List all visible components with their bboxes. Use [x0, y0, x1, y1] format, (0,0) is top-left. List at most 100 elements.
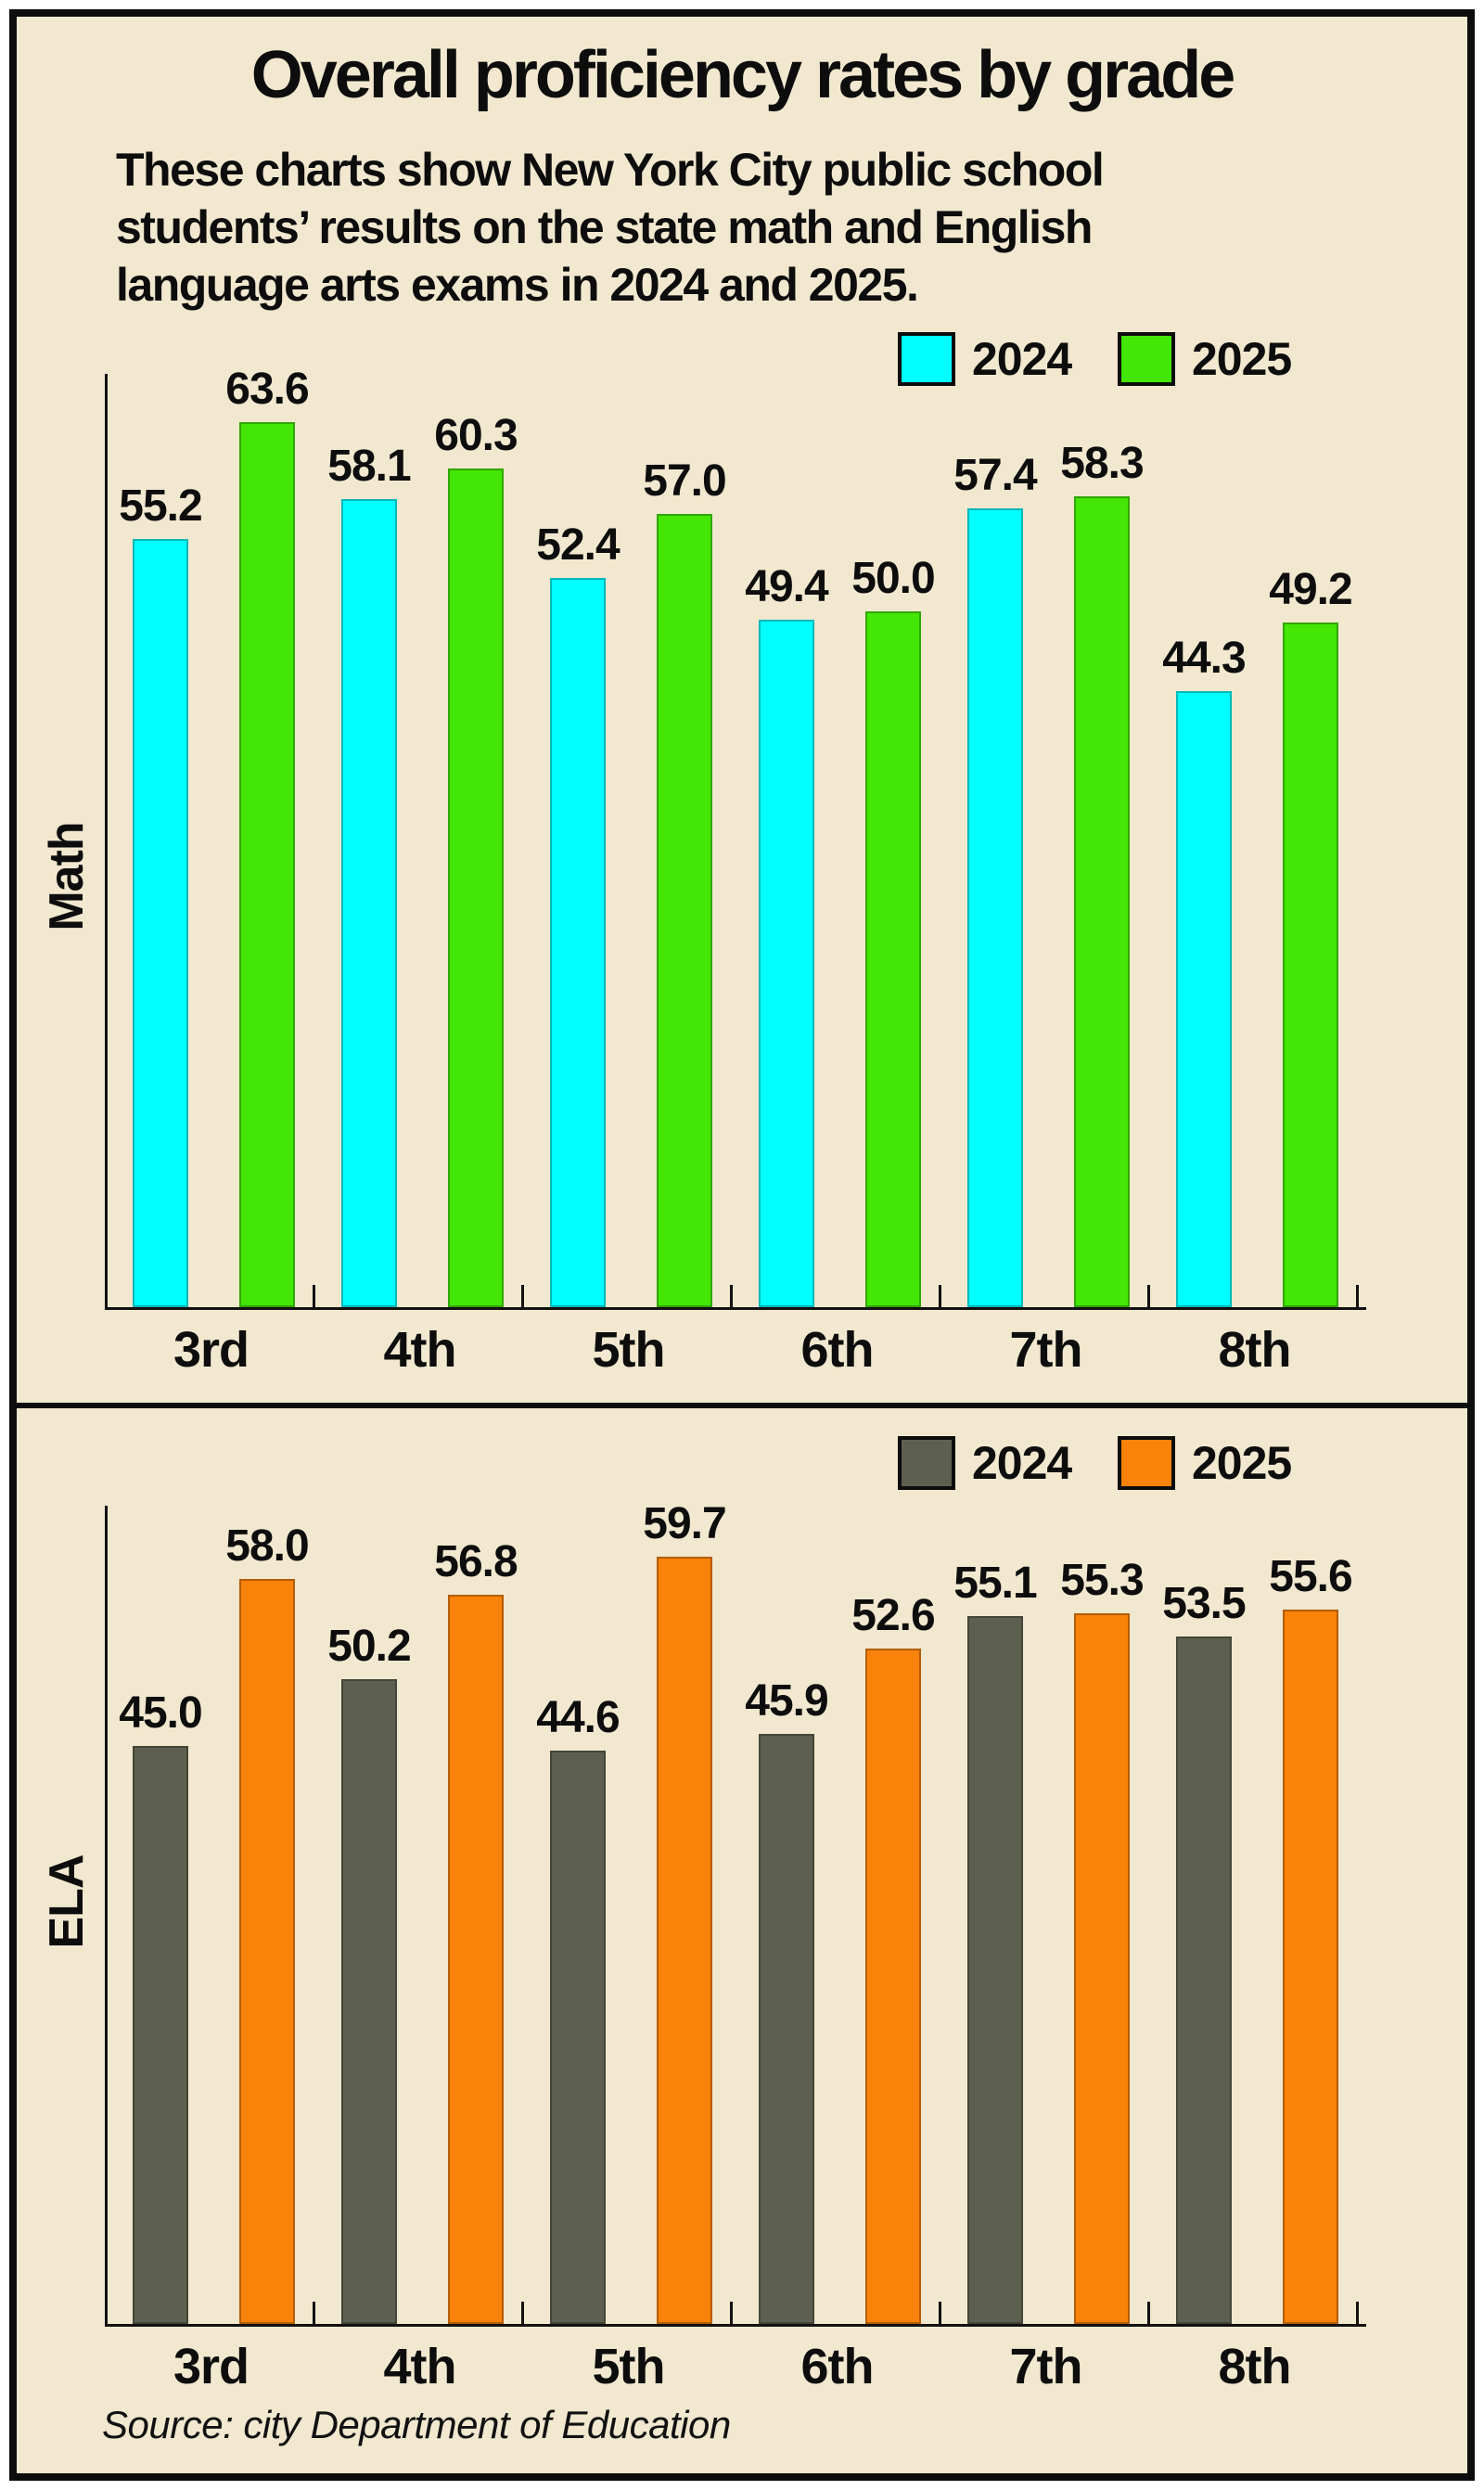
legend-item-2025: 2025: [1118, 1436, 1292, 1490]
x-category-label: 6th: [800, 2339, 875, 2394]
legend-swatch-2025: [1118, 1436, 1175, 1490]
legend-swatch-2025: [1118, 332, 1175, 386]
math-axis-label: Math: [40, 822, 94, 931]
bar-math-8th-2025: 49.2: [1269, 565, 1353, 1307]
x-category-label: 3rd: [173, 1322, 249, 1378]
bar-fill: [1074, 495, 1130, 1307]
bar-fill: [550, 1751, 606, 2324]
x-category-label: 5th: [592, 1322, 666, 1378]
subtitle-line: students’ results on the state math and …: [116, 201, 1093, 253]
bar-fill: [448, 1594, 504, 2324]
bar-value-label: 50.2: [327, 1621, 411, 1671]
x-category-label: 6th: [800, 1322, 875, 1378]
legend-label: 2025: [1192, 1437, 1292, 1489]
bar-value-label: 55.2: [119, 481, 202, 532]
bar-math-6th-2025: 50.0: [851, 554, 936, 1307]
bar-fill: [550, 578, 606, 1307]
bar-ela-6th-2025: 52.6: [851, 1591, 936, 2324]
bar-fill: [967, 1616, 1023, 2324]
math-chart: 2024 2025 Math 55.2 63.6 58.1 60.3 52.4 57.0 49…: [17, 332, 1467, 1405]
bar-value-label: 53.5: [1162, 1579, 1246, 1629]
bar-ela-4th-2025: 56.8: [434, 1537, 518, 2324]
bar-fill: [657, 1557, 712, 2324]
bar-value-label: 63.6: [225, 365, 309, 415]
bar-math-7th-2024: 57.4: [953, 451, 1038, 1307]
x-category-label: 3rd: [173, 2339, 249, 2394]
ela-plot-area: 45.0 58.0 50.2 56.8 44.6 59.7 45.9 52.6 55.1 55.3…: [105, 1499, 1366, 2327]
legend-label: 2024: [972, 1437, 1072, 1489]
ela-legend: 2024 2025: [17, 1436, 1467, 1492]
x-axis-tick: [313, 2302, 315, 2324]
bar-value-label: 52.4: [536, 520, 620, 571]
x-axis-tick: [521, 1285, 524, 1307]
bar-fill: [239, 422, 295, 1307]
bar-ela-3rd-2025: 58.0: [225, 1521, 310, 2324]
bar-value-label: 59.7: [643, 1499, 726, 1549]
bar-math-8th-2024: 44.3: [1162, 634, 1247, 1307]
chart-subtitle: These charts show New York City public s…: [116, 141, 1105, 314]
bar-ela-5th-2024: 44.6: [536, 1693, 620, 2324]
bar-ela-7th-2024: 55.1: [953, 1559, 1038, 2324]
x-axis-tick: [1147, 2302, 1150, 2324]
bar-ela-6th-2024: 45.9: [745, 1676, 829, 2324]
x-axis-tick: [1147, 1285, 1150, 1307]
x-category-label: 8th: [1218, 2339, 1292, 2394]
bar-fill: [1176, 690, 1232, 1307]
bar-value-label: 45.9: [745, 1676, 828, 1726]
bar-value-label: 49.2: [1269, 565, 1352, 615]
bar-value-label: 55.3: [1060, 1556, 1144, 1606]
x-axis-tick: [730, 1285, 733, 1307]
bar-math-3rd-2024: 55.2: [119, 481, 203, 1307]
bar-fill: [133, 539, 188, 1307]
bar-fill: [341, 498, 397, 1307]
x-category-label: 8th: [1218, 1322, 1292, 1378]
legend-item-2025: 2025: [1118, 332, 1292, 386]
x-axis-tick: [1356, 1285, 1359, 1307]
bar-value-label: 45.0: [119, 1688, 202, 1738]
x-category-label: 7th: [1009, 2339, 1083, 2394]
x-axis-tick: [730, 2302, 733, 2324]
subtitle-line: These charts show New York City public s…: [116, 144, 1105, 196]
bar-fill: [865, 611, 921, 1307]
bar-fill: [1283, 622, 1338, 1307]
x-axis-tick: [939, 2302, 941, 2324]
bar-ela-4th-2024: 50.2: [327, 1622, 412, 2324]
section-divider: [17, 1403, 1467, 1408]
legend-item-2024: 2024: [898, 1436, 1072, 1490]
ela-axis-label: ELA: [40, 1855, 94, 1949]
bar-value-label: 58.0: [225, 1521, 309, 1571]
bar-value-label: 60.3: [434, 410, 518, 460]
bar-ela-3rd-2024: 45.0: [119, 1688, 203, 2324]
x-category-label: 4th: [383, 1322, 457, 1378]
bar-value-label: 44.6: [536, 1693, 620, 1743]
bar-math-6th-2024: 49.4: [745, 562, 829, 1307]
x-axis-tick: [1356, 2302, 1359, 2324]
legend-swatch-2024: [898, 332, 955, 386]
x-category-label: 5th: [592, 2339, 666, 2394]
ela-chart: 2024 2025 ELA 45.0 58.0 50.2 56.8 44.6 59.7 45.…: [17, 1436, 1467, 2473]
bar-value-label: 56.8: [434, 1536, 518, 1586]
bar-fill: [759, 620, 814, 1307]
source-note: Source: city Department of Education: [102, 2403, 731, 2446]
x-axis-tick: [313, 1285, 315, 1307]
bar-math-5th-2024: 52.4: [536, 520, 620, 1307]
math-plot-area: 55.2 63.6 58.1 60.3 52.4 57.0 49.4 50.0 57.4 58.3…: [105, 365, 1366, 1310]
bar-fill: [1283, 1610, 1338, 2324]
legend-swatch-2024: [898, 1436, 955, 1490]
bar-ela-5th-2025: 59.7: [643, 1499, 727, 2324]
math-x-axis-labels: 3rd 4th 5th 6th 7th 8th: [105, 1321, 1366, 1380]
math-legend: 2024 2025: [17, 332, 1467, 388]
bar-value-label: 58.1: [327, 441, 411, 491]
bar-value-label: 49.4: [745, 562, 828, 612]
bar-fill: [865, 1648, 921, 2324]
bar-value-label: 50.0: [851, 554, 935, 604]
bar-value-label: 44.3: [1162, 633, 1246, 683]
bar-fill: [448, 468, 504, 1307]
bar-value-label: 58.3: [1060, 438, 1144, 488]
bar-math-4th-2024: 58.1: [327, 442, 412, 1307]
x-category-label: 7th: [1009, 1322, 1083, 1378]
bar-fill: [1176, 1636, 1232, 2324]
x-axis-tick: [521, 2302, 524, 2324]
bar-math-4th-2025: 60.3: [434, 411, 518, 1307]
bar-math-3rd-2025: 63.6: [225, 365, 310, 1307]
